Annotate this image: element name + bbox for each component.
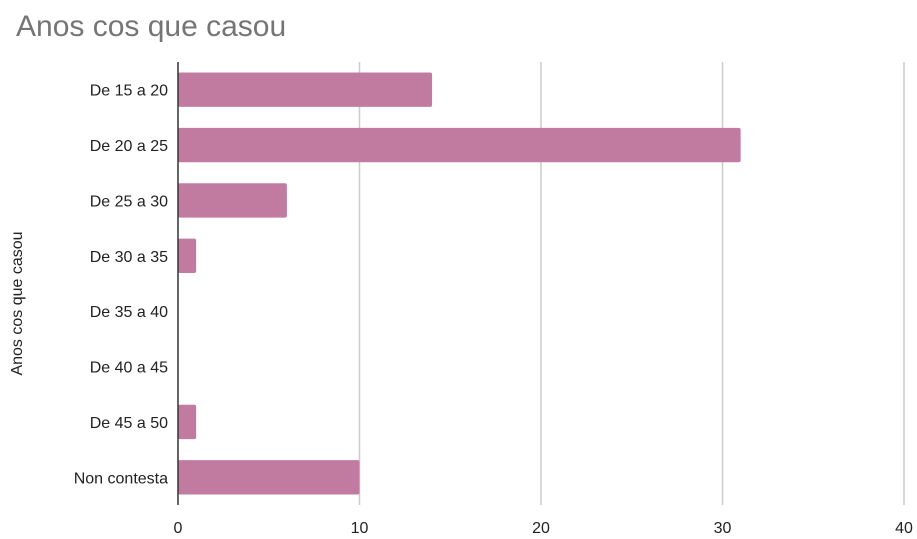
x-tick-label: 10 [351, 520, 369, 537]
category-label: De 20 a 25 [90, 138, 168, 155]
category-label: De 30 a 35 [90, 249, 168, 266]
bar [178, 72, 433, 107]
bar [178, 183, 287, 218]
category-label: Non contesta [74, 470, 168, 487]
x-tick-label: 40 [895, 520, 913, 537]
category-label: De 25 a 30 [90, 193, 168, 210]
x-tick-label: 20 [532, 520, 550, 537]
category-label: De 45 a 50 [90, 415, 168, 432]
chart-title: Anos cos que casou [16, 10, 287, 43]
category-label: De 35 a 40 [90, 304, 168, 321]
category-label: De 15 a 20 [90, 83, 168, 100]
bar [178, 404, 197, 440]
category-labels: De 15 a 20 De 20 a 25 De 25 a 30 De 30 a 35… [74, 83, 168, 488]
x-tick-label: 30 [714, 520, 732, 537]
x-tick-label: 0 [174, 520, 183, 537]
bar [178, 460, 360, 495]
category-label: De 40 a 45 [90, 360, 168, 377]
x-tick-labels: 0 10 20 30 40 [174, 520, 913, 537]
bar [178, 127, 741, 163]
bar [178, 238, 197, 273]
bars [178, 72, 741, 495]
y-axis-title: Anos cos que casou [9, 231, 26, 375]
